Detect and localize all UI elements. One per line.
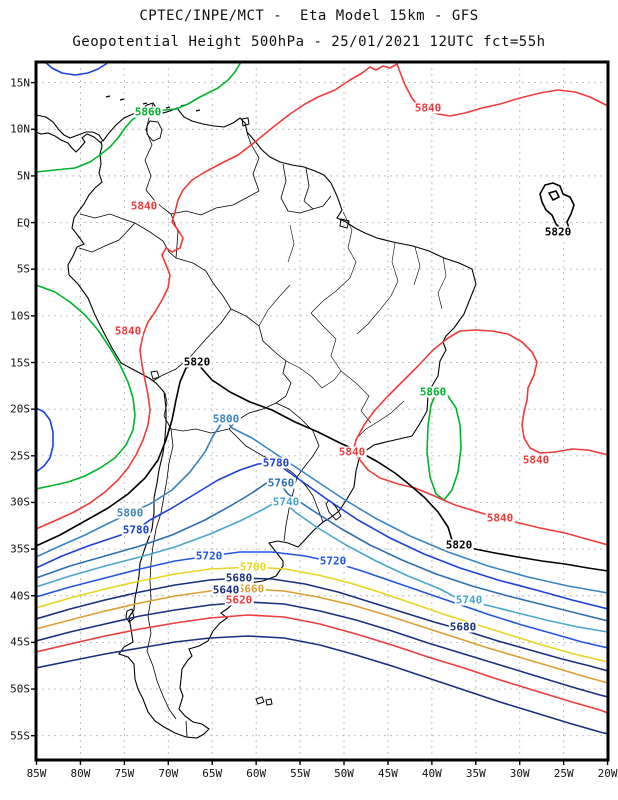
contour-5880 <box>36 407 54 473</box>
lat-label-45S: 45S <box>10 635 30 649</box>
lon-label-35W: 35W <box>465 767 486 780</box>
contour-label-5640: 5640 <box>211 583 241 597</box>
contour-5640 <box>36 601 608 698</box>
contour-5820 <box>539 182 575 231</box>
lon-label-45W: 45W <box>378 767 398 780</box>
contour-label-5800: 5800 <box>115 506 145 520</box>
contour-label-5840: 5840 <box>113 324 143 338</box>
contour-label-5800: 5800 <box>211 412 241 426</box>
contour-label-5720: 5720 <box>318 554 348 568</box>
contour-5840 <box>352 329 608 546</box>
map-title-line2: Geopotential Height 500hPa - 25/01/2021 … <box>72 34 546 50</box>
contour-label-5860: 5860 <box>133 105 163 119</box>
lat-label-15N: 15N <box>10 76 30 90</box>
contour-5840 <box>36 63 608 530</box>
contour-label-5840: 5840 <box>485 511 515 525</box>
contour-label-5720: 5720 <box>194 549 224 563</box>
lon-label-50W: 50W <box>334 767 354 780</box>
lat-label-5N: 5N <box>16 169 30 183</box>
lon-label-20W: 20W <box>597 767 618 780</box>
lat-label-55S: 55S <box>10 729 30 743</box>
lat-label-20S: 20S <box>10 402 30 416</box>
contour-5660 <box>36 588 608 684</box>
contour-label-5840: 5840 <box>337 445 367 459</box>
contour-label-5760: 5760 <box>266 476 296 490</box>
contour-5820 <box>36 362 608 572</box>
contour-label-5680: 5680 <box>448 620 478 634</box>
contour-5860 <box>36 284 136 490</box>
lat-label-25S: 25S <box>10 449 30 463</box>
lon-label-80W: 80W <box>70 767 91 780</box>
map-title-line1: CPTEC/INPE/MCT - Eta Model 15km - GFS <box>139 8 479 24</box>
lon-label-60W: 60W <box>246 767 267 780</box>
contour-5620 <box>36 614 608 714</box>
contour-label-5820: 5820 <box>182 355 212 369</box>
contour-label-5780: 5780 <box>261 456 291 470</box>
lat-label-50S: 50S <box>10 682 30 696</box>
contour-label-5780: 5780 <box>121 523 151 537</box>
lon-label-75W: 75W <box>114 767 135 780</box>
contour-label-5860: 5860 <box>418 385 448 399</box>
contour-label-5680: 5680 <box>224 571 254 585</box>
contour-label-5660: 5660 <box>236 582 266 596</box>
lat-label-15S: 15S <box>10 356 30 369</box>
lat-label-10N: 10N <box>10 122 30 136</box>
lon-label-65W: 65W <box>202 767 223 780</box>
lat-label-5S: 5S <box>16 262 30 276</box>
lat-label-35S: 35S <box>10 542 30 556</box>
lat-label-EQ: EQ <box>16 216 30 230</box>
contour-5860 <box>426 390 462 501</box>
lon-label-70W: 70W <box>158 767 179 780</box>
contour-5600 <box>36 635 608 735</box>
contour-5700 <box>36 566 608 663</box>
lat-label-40S: 40S <box>10 589 30 603</box>
contour-5880 <box>44 62 109 76</box>
contour-label-5620: 5620 <box>224 593 254 607</box>
lat-label-30S: 30S <box>10 495 30 509</box>
contour-5820 <box>548 190 560 201</box>
contour-label-5840: 5840 <box>129 199 159 213</box>
contour-5760 <box>36 481 608 622</box>
lon-label-85W: 85W <box>26 767 47 780</box>
lat-label-10S: 10S <box>10 309 30 323</box>
contour-label-5740: 5740 <box>454 593 484 607</box>
lon-label-30W: 30W <box>509 767 530 780</box>
contour-label-5820: 5820 <box>444 538 474 552</box>
contour-5680 <box>36 577 608 672</box>
contour-label-5840: 5840 <box>521 453 551 467</box>
lon-label-55W: 55W <box>290 767 311 780</box>
lon-label-40W: 40W <box>421 767 442 780</box>
contour-label-5740: 5740 <box>271 495 301 509</box>
lon-label-25W: 25W <box>553 767 574 780</box>
contour-label-5700: 5700 <box>238 560 268 574</box>
contour-5740 <box>36 500 608 633</box>
contour-label-5840: 5840 <box>413 101 443 115</box>
contour-label-5820: 5820 <box>543 225 573 239</box>
